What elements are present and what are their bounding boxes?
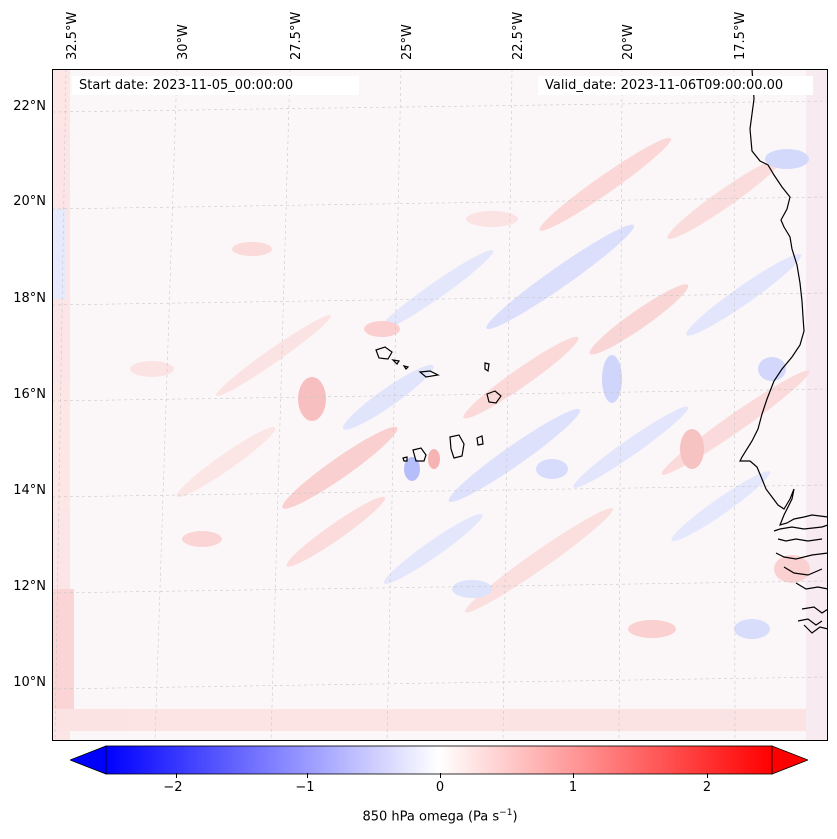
- colorbar-tick-label: −1: [295, 780, 315, 795]
- island-boa-vista: [486, 390, 502, 404]
- island-maio: [476, 435, 484, 446]
- lat-label-20n: 20°N: [13, 194, 46, 209]
- colorbar: [70, 745, 808, 775]
- island-brava: [402, 456, 408, 462]
- colorbar-tick-label: 1: [568, 780, 578, 795]
- lat-label-18n: 18°N: [13, 291, 46, 306]
- island-sal: [484, 362, 490, 373]
- colorbar-tick-label: 2: [702, 780, 712, 795]
- lon-label-30w: 30°W: [176, 24, 191, 60]
- colorbar-tick: [707, 773, 708, 778]
- island-sao-nicolau: [418, 370, 440, 378]
- colorbar-label: 850 hPa omega (Pa s−1): [362, 808, 518, 825]
- lon-label-27-5w: 27.5°W: [289, 11, 304, 60]
- lat-label-22n: 22°N: [13, 99, 46, 114]
- valid-date-label: Valid_date: 2023-11-06T09:00:00.00: [538, 76, 813, 95]
- colorbar-gradient: [105, 745, 773, 775]
- lon-label-22-5w: 22.5°W: [511, 11, 526, 60]
- colorbar-extend-min: [70, 745, 107, 775]
- colorbar-tick: [440, 773, 441, 778]
- island-sao-vicente: [391, 359, 401, 365]
- colorbar-tick-label: 0: [435, 780, 445, 795]
- lon-label-17-5w: 17.5°W: [733, 11, 748, 60]
- start-date-label: Start date: 2023-11-05_00:00:00: [72, 76, 359, 95]
- island-fogo: [412, 447, 427, 462]
- lon-label-32-5w: 32.5°W: [65, 11, 80, 60]
- island-santo-antao: [375, 346, 393, 360]
- island-santa-luzia: [402, 365, 410, 370]
- cape-verde-islands: [375, 346, 502, 462]
- island-santiago: [449, 434, 465, 459]
- colorbar-tick: [176, 773, 177, 778]
- colorbar-extend-max: [771, 745, 808, 775]
- map-frame: [52, 69, 828, 741]
- lat-label-12n: 12°N: [13, 579, 46, 594]
- lat-label-16n: 16°N: [13, 387, 46, 402]
- map-panel: [52, 69, 828, 741]
- lat-label-14n: 14°N: [13, 483, 46, 498]
- colorbar-tick: [573, 773, 574, 778]
- omega-field-shading: [52, 69, 828, 741]
- lat-label-10n: 10°N: [13, 675, 46, 690]
- colorbar-tick-label: −2: [163, 780, 183, 795]
- omega-field-background: [52, 69, 828, 741]
- africa-coastline: [739, 69, 828, 526]
- graticule: [52, 69, 828, 741]
- colorbar-tick: [307, 773, 308, 778]
- lon-label-25w: 25°W: [400, 24, 415, 60]
- lon-label-20w: 20°W: [621, 24, 636, 60]
